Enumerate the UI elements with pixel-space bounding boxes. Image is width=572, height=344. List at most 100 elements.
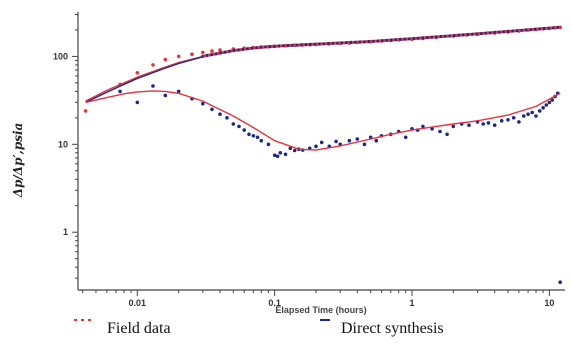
data-point <box>464 33 468 37</box>
data-point <box>331 41 335 45</box>
data-point <box>210 49 214 53</box>
data-point <box>252 46 257 50</box>
data-point <box>421 124 425 129</box>
data-point <box>554 26 558 30</box>
data-point <box>506 118 510 122</box>
data-point <box>338 41 342 45</box>
data-point <box>365 40 369 44</box>
data-point <box>524 28 529 32</box>
x-tick-label: 10 <box>544 298 554 308</box>
data-point <box>295 43 299 47</box>
data-point <box>426 35 430 40</box>
data-point <box>383 38 387 43</box>
data-point <box>390 38 394 42</box>
data-point <box>151 84 155 88</box>
data-point <box>278 151 283 155</box>
data-point <box>394 38 398 42</box>
data-point <box>288 146 293 151</box>
data-point <box>225 116 229 120</box>
data-point <box>451 124 456 129</box>
data-point <box>284 44 288 48</box>
data-point <box>550 98 555 102</box>
data-point <box>351 40 355 44</box>
data-point <box>537 109 542 113</box>
data-point <box>547 100 552 105</box>
data-point <box>190 52 194 56</box>
series-pressure-model-line <box>85 26 561 102</box>
data-point <box>218 112 222 116</box>
series-derivative-model-line <box>85 90 561 151</box>
data-point <box>292 148 297 153</box>
data-point <box>300 43 304 47</box>
data-point <box>266 45 270 49</box>
data-point <box>163 57 168 62</box>
data-point <box>481 122 486 126</box>
data-point <box>275 44 279 48</box>
data-point <box>272 153 277 158</box>
data-point <box>261 45 266 49</box>
x-tick-label: 0.01 <box>129 298 147 308</box>
series-pressure-band <box>201 25 562 58</box>
data-point <box>356 40 360 44</box>
data-point <box>506 29 511 33</box>
data-point <box>445 132 449 137</box>
data-point <box>313 42 317 46</box>
data-point <box>259 138 264 143</box>
series-derivative-points <box>118 84 562 285</box>
data-point <box>477 31 481 36</box>
data-point <box>322 42 326 46</box>
data-point <box>430 127 434 131</box>
data-point <box>511 116 516 120</box>
data-point <box>459 33 463 37</box>
data-point <box>468 32 472 36</box>
data-point <box>251 134 256 138</box>
series-pressure-points <box>83 25 562 113</box>
data-point <box>403 37 407 41</box>
data-point <box>291 43 295 47</box>
data-point <box>257 45 261 50</box>
data-point <box>118 89 122 94</box>
data-point <box>237 124 241 129</box>
data-point <box>521 114 526 118</box>
data-point <box>327 41 331 46</box>
x-axis-label: Elapsed Time (hours) <box>275 305 366 315</box>
data-point <box>558 280 562 285</box>
data-point <box>541 106 545 110</box>
axes: 0.01 0.1 1 10 1 10 100 <box>53 12 565 308</box>
data-point <box>318 42 322 46</box>
y-tick-label: 10 <box>58 139 68 149</box>
data-point <box>408 37 412 41</box>
data-point <box>473 32 477 36</box>
data-point <box>482 31 486 35</box>
data-point <box>488 31 493 35</box>
data-point <box>437 35 441 39</box>
data-point <box>492 123 497 127</box>
data-point <box>446 34 450 38</box>
data-point <box>362 142 367 147</box>
data-point <box>534 114 538 118</box>
data-point <box>232 48 236 53</box>
data-point <box>304 43 308 47</box>
data-point <box>421 36 425 40</box>
data-point <box>526 112 530 116</box>
y-tick-label: 1 <box>63 227 68 237</box>
data-point <box>83 109 88 113</box>
data-point <box>231 122 236 126</box>
data-point <box>517 120 521 124</box>
data-point <box>247 132 251 137</box>
data-point <box>210 107 214 112</box>
legend-item-field-data: Field data <box>74 319 171 337</box>
data-point <box>455 33 459 38</box>
data-point <box>515 29 520 33</box>
legend: Field data Direct synthesis <box>74 319 444 337</box>
y-axis-label: Δp/Δp′,psia <box>11 123 25 199</box>
data-point <box>497 30 502 34</box>
data-point <box>176 54 181 59</box>
data-point <box>176 89 181 94</box>
series-line <box>85 90 561 151</box>
data-point <box>430 35 434 39</box>
data-point <box>266 142 271 147</box>
data-point <box>540 27 544 31</box>
data-point <box>545 26 549 30</box>
